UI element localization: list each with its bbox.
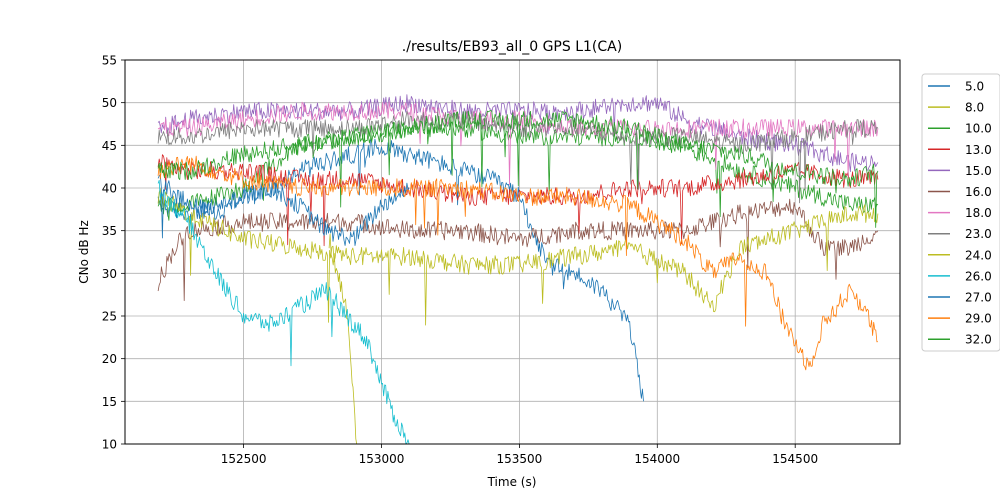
legend-label: 15.0 [965,164,992,178]
y-tick-label: 10 [102,438,117,452]
series-layer [157,94,879,445]
legend-label: 5.0 [965,80,984,94]
x-tick-label: 152500 [221,452,267,466]
y-tick-label: 50 [102,96,117,110]
legend: 5.0 8.0 10.0 13.0 15.0 16.0 18.0 23.0 24.0 26.0 27… [921,73,1000,352]
series-line-16-0 [157,198,879,302]
legend-label: 24.0 [965,248,992,262]
x-tick-label: 154500 [772,452,818,466]
y-tick-label: 30 [102,267,117,281]
series-line-15-0 [157,94,879,173]
legend-label: 29.0 [965,312,992,326]
series-line-29-0 [157,155,879,371]
series-line-18-0 [157,101,879,186]
y-axis-label: CNo dB Hz [77,220,91,284]
series-line-32-0 [157,110,879,228]
y-tick-label: 20 [102,352,117,366]
x-tick-label: 154000 [634,452,680,466]
plot-area-frame [124,59,901,445]
y-tick-label: 55 [102,54,117,68]
legend-label: 26.0 [965,269,992,283]
x-tick-label: 153000 [359,452,405,466]
legend-label: 13.0 [965,143,992,157]
axis-ticks: 152500 153000 153500 154000 154500 10 15 20 25 30… [102,54,818,467]
legend-label: 10.0 [965,122,992,136]
series-line-13-0 [157,154,879,247]
y-tick-label: 40 [102,182,117,196]
series-line-5-0 [157,138,644,402]
legend-label: 32.0 [965,333,992,347]
legend-label: 16.0 [965,185,992,199]
series-line-24-0 [157,188,879,326]
y-tick-label: 35 [102,224,117,238]
y-tick-label: 25 [102,310,117,324]
legend-label: 8.0 [965,101,984,115]
legend-box [921,73,1000,352]
x-axis-label: Time (s) [487,475,537,489]
series-line-27-0 [157,173,410,247]
legend-label: 18.0 [965,206,992,220]
legend-label: 27.0 [965,291,992,305]
y-tick-label: 15 [102,395,117,409]
legend-label: 23.0 [965,227,992,241]
chart-title: ./results/EB93_all_0 GPS L1(CA) [402,39,622,55]
y-tick-label: 45 [102,139,117,153]
x-tick-label: 153500 [496,452,542,466]
series-line-26-0 [157,179,410,445]
